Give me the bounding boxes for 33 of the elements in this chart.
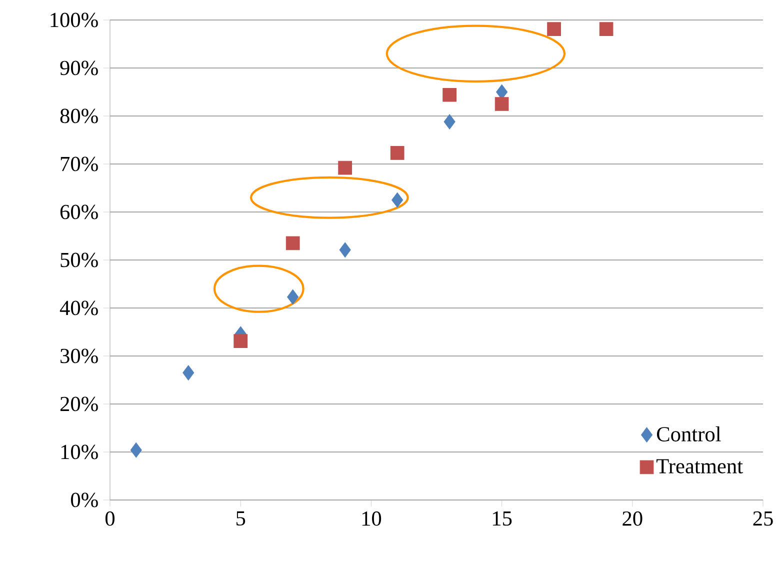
point: [444, 114, 456, 130]
y-tick-label: 90%: [60, 60, 98, 76]
legend-label: Control: [656, 426, 721, 442]
x-tick-label: 20: [622, 511, 642, 526]
x-tick-label: 15: [493, 511, 512, 526]
point: [287, 289, 299, 305]
y-tick-label: 100%: [50, 12, 98, 28]
y-tick-label: 10%: [61, 444, 98, 460]
y-tick-label: 80%: [60, 108, 98, 124]
point: [392, 192, 404, 208]
point: [130, 442, 142, 458]
x-tick-label: 0: [105, 511, 115, 526]
point: [442, 88, 457, 102]
point: [339, 242, 351, 258]
legend-label: Treatment: [656, 459, 743, 474]
x-tick-label: 5: [236, 511, 246, 526]
y-tick-label: 40%: [60, 300, 98, 316]
y-tick-label: 70%: [60, 156, 98, 172]
y-tick-label: 20%: [60, 396, 98, 412]
point: [234, 334, 248, 348]
point: [494, 97, 509, 111]
y-tick-label: 50%: [60, 252, 98, 268]
y-tick-label: 30%: [60, 348, 98, 364]
y-tick-label: 0%: [71, 492, 98, 508]
x-tick-label: 25: [753, 511, 773, 526]
point: [286, 236, 300, 250]
point: [547, 22, 561, 36]
point: [182, 365, 194, 380]
y-tick-label: 60%: [60, 204, 98, 220]
x-tick-label: 10: [362, 511, 382, 526]
point: [599, 22, 614, 36]
point: [390, 146, 404, 160]
point: [338, 160, 352, 175]
